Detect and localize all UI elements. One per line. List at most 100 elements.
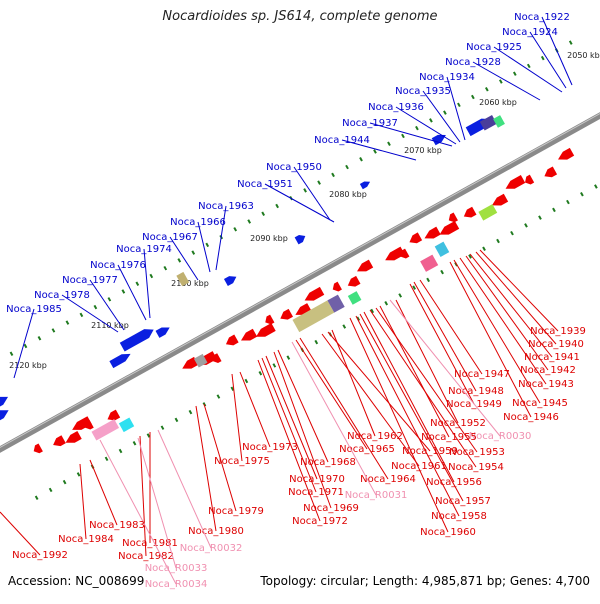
minor-tick bbox=[426, 277, 430, 283]
leader-line bbox=[137, 437, 177, 569]
gene-label: Noca_1934 bbox=[419, 72, 475, 83]
gene-label: Noca_1975 bbox=[214, 456, 270, 467]
forward-gene-7 bbox=[294, 234, 306, 245]
gene-shape bbox=[225, 334, 239, 346]
gene-shape bbox=[84, 419, 94, 430]
reverse-gene-label-noca_1955: Noca_1955 bbox=[379, 305, 477, 443]
feature-box-6 bbox=[420, 254, 439, 272]
leader-line bbox=[295, 339, 368, 450]
gene-label: Noca_1978 bbox=[34, 290, 90, 301]
leader-line bbox=[157, 429, 212, 549]
reverse-gene-12 bbox=[256, 323, 276, 337]
reverse-gene-label-noca_1957: Noca_1957 bbox=[359, 313, 491, 507]
reverse-gene-16 bbox=[304, 286, 325, 301]
gene-label: Noca_1985 bbox=[6, 304, 62, 315]
gene-shape bbox=[109, 353, 131, 369]
leader-line bbox=[197, 221, 211, 273]
minor-tick bbox=[188, 409, 193, 415]
gene-label: Noca_1962 bbox=[347, 431, 403, 442]
reverse-gene-label-noca_1964: Noca_1964 bbox=[299, 337, 416, 485]
leader-line bbox=[459, 257, 547, 385]
gene-shape bbox=[53, 435, 66, 447]
gene-label: Noca_1945 bbox=[512, 398, 568, 409]
gene-label: Noca_1982 bbox=[118, 551, 174, 562]
minor-tick bbox=[317, 180, 321, 185]
gene-shape bbox=[431, 134, 446, 146]
leader-line bbox=[375, 307, 478, 453]
gene-label: Noca_1958 bbox=[431, 511, 487, 522]
reverse-gene-label-noca_1940: Noca_1940 bbox=[475, 251, 584, 350]
reverse-gene-label-noca_1975: Noca_1975 bbox=[214, 373, 270, 467]
leader-line bbox=[299, 337, 389, 480]
gene-label: Noca_R0032 bbox=[180, 543, 243, 554]
minor-tick bbox=[93, 304, 98, 310]
gene-label: Noca_1992 bbox=[12, 550, 68, 561]
reverse-gene-label-noca_1979: Noca_1979 bbox=[203, 403, 264, 517]
gene-label: Noca_1981 bbox=[122, 538, 178, 549]
gene-label: Noca_1963 bbox=[198, 201, 254, 212]
forward-gene-label-noca_1950: Noca_1950 bbox=[266, 162, 331, 221]
reverse-gene-2 bbox=[53, 435, 66, 447]
reverse-gene-label-noca_r0033: Noca_R0033 bbox=[137, 437, 207, 574]
feature-box-9 bbox=[479, 114, 497, 131]
reverse-gene-label-noca_1943: Noca_1943 bbox=[459, 257, 574, 390]
minor-tick bbox=[275, 203, 279, 209]
reverse-gene-29 bbox=[524, 174, 535, 185]
reverse-gene-label-noca_1958: Noca_1958 bbox=[355, 315, 487, 522]
gene-shape bbox=[424, 226, 441, 239]
forward-gene-3 bbox=[109, 353, 131, 369]
minor-tick bbox=[149, 273, 154, 279]
leader-line bbox=[359, 313, 464, 502]
reverse-gene-label-noca_1946: Noca_1946 bbox=[449, 261, 559, 423]
gene-label: Noca_1983 bbox=[89, 520, 145, 531]
reverse-gene-25 bbox=[448, 212, 458, 223]
minor-tick bbox=[121, 289, 126, 294]
gene-label: Noca_1946 bbox=[503, 412, 559, 423]
backbone-line bbox=[0, 112, 600, 453]
gene-label: Noca_1935 bbox=[395, 86, 451, 97]
leader-line bbox=[529, 31, 567, 89]
gene-label: Noca_1942 bbox=[520, 365, 576, 376]
feature-box-3 bbox=[292, 300, 335, 333]
reverse-gene-label-noca_r0030: Noca_R0030 bbox=[389, 299, 531, 442]
reverse-gene-13 bbox=[265, 314, 275, 325]
minor-tick bbox=[76, 472, 81, 477]
minor-tick bbox=[65, 320, 70, 325]
gene-label: Noca_1965 bbox=[339, 444, 395, 455]
gene-shape bbox=[33, 443, 43, 454]
minor-tick bbox=[594, 184, 598, 189]
reverse-gene-label-noca_1948: Noca_1948 bbox=[413, 281, 504, 397]
forward-gene-label-noca_1937: Noca_1937 bbox=[342, 118, 453, 147]
forward-gene-8 bbox=[359, 181, 371, 190]
gene-label: Noca_1967 bbox=[142, 232, 198, 243]
forward-gene-label-noca_1922: Noca_1922 bbox=[514, 12, 573, 86]
leader-line bbox=[395, 106, 457, 145]
gene-label: Noca_1973 bbox=[242, 442, 298, 453]
reverse-gene-label-noca_1954: Noca_1954 bbox=[369, 309, 504, 473]
leader-line bbox=[0, 511, 41, 556]
gene-shape bbox=[182, 356, 199, 369]
feature-box-8 bbox=[478, 204, 498, 221]
leader-line bbox=[215, 205, 227, 271]
reverse-gene-14 bbox=[280, 308, 293, 320]
minor-tick bbox=[370, 308, 375, 314]
forward-gene-label-noca_1985: Noca_1985 bbox=[6, 304, 62, 379]
minor-tick bbox=[443, 110, 447, 115]
minor-tick bbox=[373, 149, 377, 154]
minor-tick bbox=[79, 312, 84, 318]
leader-line bbox=[277, 349, 329, 463]
reverse-gene-label-noca_r0034: Noca_R0034 bbox=[99, 439, 207, 590]
leader-line bbox=[331, 329, 376, 437]
leader-line bbox=[257, 359, 321, 522]
leader-line bbox=[369, 122, 453, 147]
minor-tick bbox=[440, 269, 444, 275]
gene-shape bbox=[439, 220, 460, 235]
forward-gene-label-noca_1924: Noca_1924 bbox=[502, 27, 567, 89]
gene-label: Noca_1953 bbox=[449, 447, 505, 458]
minor-tick bbox=[580, 192, 584, 197]
gene-shape bbox=[119, 329, 154, 352]
minor-tick bbox=[261, 211, 266, 216]
minor-tick bbox=[135, 281, 140, 286]
minor-tick bbox=[331, 172, 335, 178]
